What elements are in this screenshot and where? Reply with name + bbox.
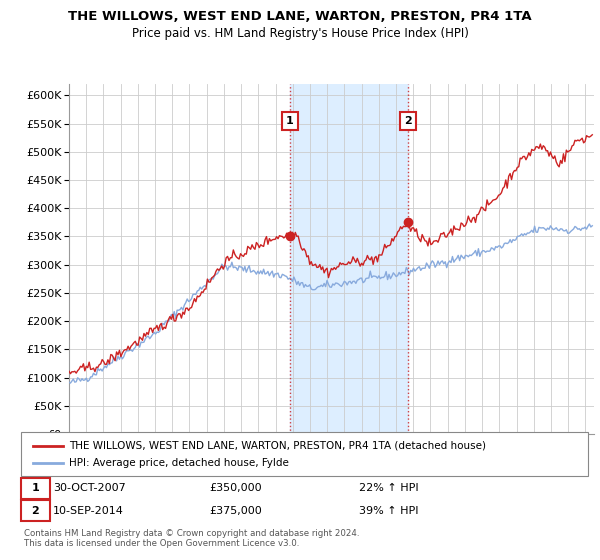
Text: THE WILLOWS, WEST END LANE, WARTON, PRESTON, PR4 1TA (detached house): THE WILLOWS, WEST END LANE, WARTON, PRES… — [69, 441, 486, 451]
Text: 22% ↑ HPI: 22% ↑ HPI — [359, 483, 418, 493]
Text: HPI: Average price, detached house, Fylde: HPI: Average price, detached house, Fyld… — [69, 458, 289, 468]
Text: THE WILLOWS, WEST END LANE, WARTON, PRESTON, PR4 1TA: THE WILLOWS, WEST END LANE, WARTON, PRES… — [68, 10, 532, 23]
Text: 1: 1 — [32, 483, 39, 493]
Text: 10-SEP-2014: 10-SEP-2014 — [53, 506, 124, 516]
Text: Contains HM Land Registry data © Crown copyright and database right 2024.
This d: Contains HM Land Registry data © Crown c… — [24, 529, 359, 548]
Text: 30-OCT-2007: 30-OCT-2007 — [53, 483, 125, 493]
Text: 1: 1 — [286, 116, 294, 126]
Bar — [290, 84, 408, 434]
Text: 2: 2 — [32, 506, 39, 516]
Text: 2: 2 — [404, 116, 412, 126]
Text: 39% ↑ HPI: 39% ↑ HPI — [359, 506, 418, 516]
Text: £350,000: £350,000 — [209, 483, 262, 493]
Text: £375,000: £375,000 — [209, 506, 262, 516]
Text: Price paid vs. HM Land Registry's House Price Index (HPI): Price paid vs. HM Land Registry's House … — [131, 27, 469, 40]
